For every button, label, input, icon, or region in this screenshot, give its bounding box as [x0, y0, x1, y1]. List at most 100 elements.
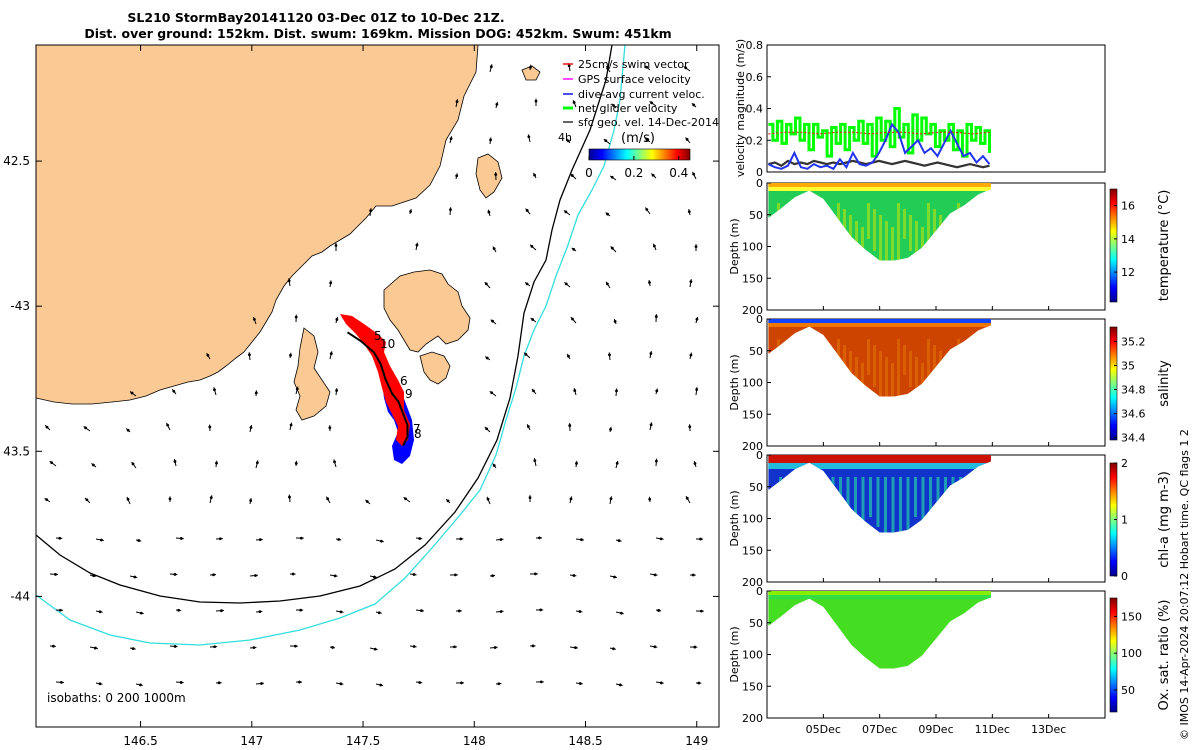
geo-arrow-head	[449, 208, 452, 212]
geo-velocity-line	[768, 159, 990, 169]
geo-arrow-head	[687, 210, 691, 213]
geo-arrow-head	[492, 247, 496, 251]
map-legend: 25cm/s swim vector GPS surface velocity …	[558, 58, 719, 180]
geo-arrow-head	[415, 243, 419, 247]
section-y-tick-label: 0	[756, 177, 763, 190]
geo-arrow-head	[567, 139, 570, 143]
geo-arrow-head	[578, 682, 582, 685]
velocity-y-tick-label: 0	[756, 166, 763, 179]
section-x-tick-label: 13Dec	[1031, 723, 1066, 736]
map-x-tick-label: 148.5	[568, 734, 602, 748]
geo-arrow-head	[653, 573, 657, 577]
geo-arrow-head	[333, 574, 337, 578]
section-colorbar-tick-label: 34.6	[1121, 408, 1146, 421]
geo-arrow-head	[172, 389, 176, 393]
legend-swim-label: 25cm/s swim vector	[578, 58, 689, 71]
geo-arrow-head	[418, 681, 422, 684]
geo-arrow-head	[58, 536, 62, 540]
bruny-island-land	[293, 327, 331, 421]
geo-arrow-head	[525, 209, 529, 212]
geo-arrow-head	[126, 497, 130, 501]
section-colorbar-tick-label: 1	[1121, 514, 1128, 527]
legend-geo-label: sfc geo. vel. 14-Dec-2014	[578, 116, 719, 129]
section-colorbar-tick-label: 50	[1121, 684, 1135, 697]
geo-arrow-head	[613, 320, 617, 323]
geo-arrow-head	[564, 210, 568, 214]
section-field-streak	[921, 363, 924, 397]
geo-arrow-head	[59, 608, 62, 612]
geo-arrow-head	[572, 574, 576, 577]
geo-arrow-head	[45, 498, 49, 502]
geo-arrow-head	[294, 461, 298, 465]
geo-arrow-head	[655, 389, 659, 393]
geo-arrow-head	[490, 391, 494, 395]
section-field-streak	[927, 203, 930, 257]
map-y-tick-label: -44	[10, 589, 30, 603]
geo-arrow-head	[173, 645, 177, 648]
speed-colorbar-tick-label: 0.2	[624, 166, 643, 180]
geo-arrow-head	[455, 174, 459, 178]
geo-arrow-head	[337, 538, 341, 541]
geo-arrow-head	[567, 354, 570, 358]
geo-arrow-head	[685, 496, 689, 500]
geo-arrow-head	[179, 681, 183, 684]
geo-arrow-head	[655, 459, 658, 463]
section-field-streak	[891, 227, 894, 261]
section-surface-layer	[768, 591, 991, 595]
track-day-label: 5	[374, 329, 382, 343]
geo-arrow-head	[491, 319, 495, 323]
geo-arrow-head	[460, 681, 463, 685]
map-y-tick-label: -43	[10, 299, 30, 313]
geo-arrow-head	[333, 460, 336, 464]
geo-arrow-head	[689, 353, 693, 357]
geo-arrow-head	[529, 65, 532, 69]
geo-arrow-head	[651, 173, 655, 177]
geo-arrow-head	[409, 210, 413, 213]
geo-arrow-head	[252, 317, 256, 321]
track-day-label: 9	[405, 387, 413, 401]
geostrophic-arrows	[44, 63, 704, 687]
section-colorbar	[1109, 597, 1118, 713]
geo-arrow-head	[648, 281, 651, 284]
geo-arrow-head	[499, 610, 503, 613]
geo-arrow-head	[369, 209, 373, 213]
geo-arrow-head	[260, 682, 263, 685]
geo-arrow-head	[258, 538, 262, 542]
geo-arrow-head	[569, 497, 573, 501]
geo-arrow-head	[532, 389, 535, 393]
geo-arrow-head	[484, 282, 488, 286]
section-colorbar-tick-label: 150	[1121, 610, 1142, 623]
geo-arrow-head	[373, 647, 377, 651]
section-y-tick-label: 150	[742, 680, 763, 693]
glider-track	[346, 331, 409, 446]
geo-arrow-head	[652, 244, 656, 248]
section-y-tick-label: 150	[742, 272, 763, 285]
geo-arrow-head	[93, 646, 97, 650]
section-ylabel: Depth (m)	[728, 626, 741, 682]
geo-arrow-head	[331, 646, 334, 649]
geo-arrow-head	[693, 645, 697, 649]
geo-arrow-head	[299, 536, 303, 540]
geo-arrow-head	[217, 681, 221, 685]
map-title-line2: Dist. over ground: 152km. Dist. swum: 16…	[84, 26, 671, 41]
geo-arrow-head	[491, 574, 494, 578]
geo-arrow-head	[649, 423, 653, 427]
velocity-y-ticks: 0 0.2 0.4 0.6 0.8	[746, 39, 771, 179]
section-x-tick-label: 05Dec	[806, 723, 841, 736]
geo-arrow-head	[606, 66, 610, 70]
geo-arrow-head	[533, 173, 536, 177]
geo-arrow-head	[575, 462, 578, 465]
geo-arrow-head	[654, 315, 658, 318]
section-field-streak	[879, 351, 882, 397]
section-colorbar-tick-label: 16	[1121, 200, 1135, 213]
map-x-tick-label: 147.5	[346, 734, 380, 748]
section-colorbar-tick-label: 34.8	[1121, 384, 1146, 397]
geo-arrow-head	[139, 683, 142, 687]
section-field-streak	[876, 477, 880, 527]
geo-arrow-head	[294, 644, 297, 648]
geo-arrow-head	[130, 391, 134, 395]
geo-arrow-head	[531, 318, 535, 321]
geo-arrow-head	[609, 427, 612, 431]
geo-arrow-head	[339, 610, 343, 614]
geo-arrow-head	[249, 426, 253, 429]
